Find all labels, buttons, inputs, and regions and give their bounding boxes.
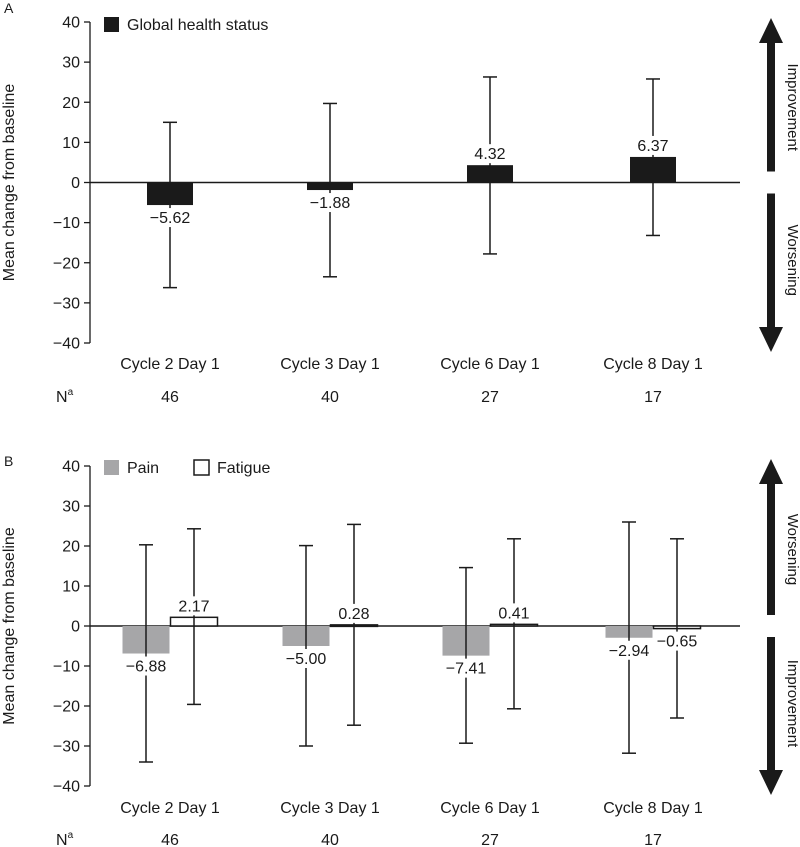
category-label: Cycle 2 Day 1 <box>120 356 220 373</box>
arrow-bottom-label: Improvement <box>784 660 800 748</box>
arrow-top-label: Worsening <box>784 514 800 585</box>
data-label: −6.88 <box>126 659 167 676</box>
n-value: 46 <box>161 832 179 847</box>
y-tick-label: −20 <box>53 699 80 716</box>
y-tick-label: −10 <box>53 215 80 232</box>
data-label-bg <box>148 208 192 228</box>
y-tick-label: −20 <box>53 255 80 272</box>
data-label: 6.37 <box>637 138 668 155</box>
data-label-bg <box>172 596 216 616</box>
data-label-bg <box>492 603 536 623</box>
data-label: 2.17 <box>178 598 209 615</box>
chart-panel-a: A 40 30 20 10 0 −10 −20 −30 −40 Mean change from b… <box>1 0 800 406</box>
category-label: Cycle 3 Day 1 <box>280 800 380 817</box>
data-label-bg <box>308 193 352 213</box>
panel-label: B <box>4 453 13 469</box>
n-label-main: N <box>56 389 68 406</box>
n-label-superscript: a <box>68 387 74 398</box>
data-label-bg <box>284 649 328 668</box>
data-label-bg <box>607 640 651 660</box>
category-label: Cycle 2 Day 1 <box>120 800 220 817</box>
category-label: Cycle 8 Day 1 <box>603 356 703 373</box>
n-label-main: N <box>56 832 68 847</box>
y-tick-label: 20 <box>62 95 80 112</box>
arrow-down-icon <box>759 193 783 352</box>
y-tick-label: 30 <box>62 499 80 516</box>
data-label-bg <box>444 658 488 678</box>
y-tick-label: −40 <box>53 779 80 796</box>
y-tick-label: 0 <box>71 175 80 192</box>
y-tick-label: 40 <box>62 459 80 476</box>
n-value: 46 <box>161 389 179 406</box>
n-value: 27 <box>481 389 499 406</box>
legend-label: Global health status <box>127 17 268 34</box>
n-value: 40 <box>321 389 339 406</box>
y-tick-label: −30 <box>53 739 80 756</box>
arrow-up-icon <box>759 459 783 615</box>
y-tick-label: 0 <box>71 619 80 636</box>
n-label: Na <box>56 387 74 406</box>
data-label-bg <box>655 631 699 651</box>
data-label-bg <box>332 603 376 623</box>
data-label: −7.41 <box>446 661 487 678</box>
arrow-top-label: Improvement <box>784 63 800 151</box>
category-label: Cycle 6 Day 1 <box>440 356 540 373</box>
legend-label: Pain <box>127 460 159 477</box>
category-label: Cycle 8 Day 1 <box>603 800 703 817</box>
data-label: −1.88 <box>310 195 351 212</box>
y-tick-label: 10 <box>62 579 80 596</box>
panel-label: A <box>4 0 14 16</box>
chart-panel-b: B 40 30 20 10 0 −10 −20 −30 −40 Mean change from b… <box>1 453 800 847</box>
legend-swatch-pain <box>104 460 119 475</box>
y-axis-label: Mean change from baseline <box>1 527 18 725</box>
legend-swatch-global-health-status <box>104 17 119 32</box>
data-label: 0.41 <box>498 605 529 622</box>
data-label-bg <box>631 135 675 155</box>
y-tick-label: 10 <box>62 135 80 152</box>
y-tick-label: 20 <box>62 539 80 556</box>
n-label-superscript: a <box>68 830 74 841</box>
arrow-down-icon <box>759 637 783 795</box>
n-label: Na <box>56 830 74 847</box>
data-label-bg <box>468 144 512 164</box>
y-tick-label: −10 <box>53 659 80 676</box>
data-label: −2.94 <box>609 643 650 660</box>
n-value: 27 <box>481 832 499 847</box>
n-value: 17 <box>644 832 662 847</box>
category-label: Cycle 3 Day 1 <box>280 356 380 373</box>
arrow-bottom-label: Worsening <box>784 225 800 296</box>
data-label: 0.28 <box>338 606 369 623</box>
category-label: Cycle 6 Day 1 <box>440 800 540 817</box>
data-label-bg <box>124 656 168 676</box>
y-tick-label: 40 <box>62 15 80 32</box>
y-axis-label: Mean change from baseline <box>1 84 18 282</box>
n-value: 17 <box>644 389 662 406</box>
data-label: −5.00 <box>286 651 327 668</box>
legend-swatch-fatigue <box>193 459 210 476</box>
data-label: −5.62 <box>150 210 191 227</box>
legend-label: Fatigue <box>217 460 270 477</box>
arrow-up-icon <box>759 18 783 172</box>
n-value: 40 <box>321 832 339 847</box>
data-label: −0.65 <box>657 634 698 651</box>
data-label: 4.32 <box>474 146 505 163</box>
y-tick-label: −40 <box>53 336 80 353</box>
y-tick-label: 30 <box>62 55 80 72</box>
y-tick-label: −30 <box>53 295 80 312</box>
